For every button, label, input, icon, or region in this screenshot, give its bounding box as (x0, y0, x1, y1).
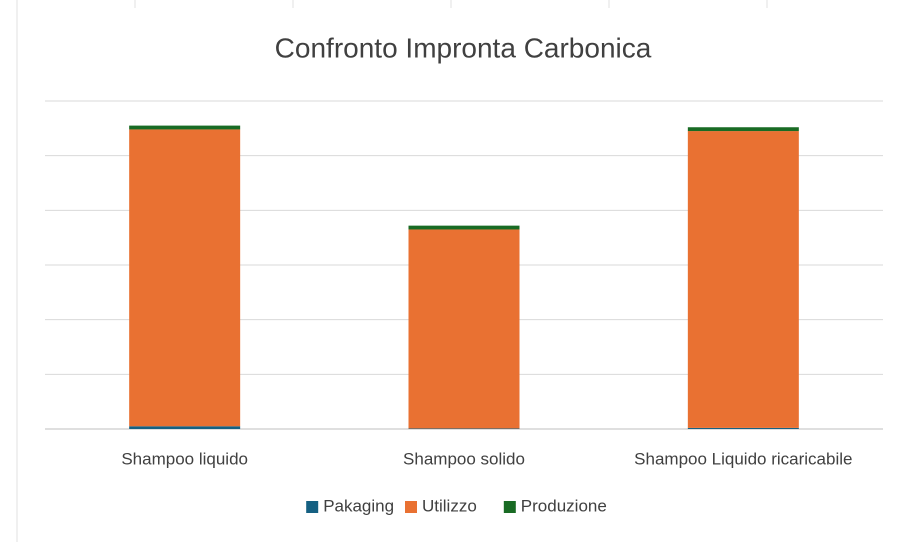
legend-swatch (503, 501, 516, 513)
bar-segment (408, 225, 520, 230)
bar-segment (687, 427, 799, 429)
bar-segment (687, 131, 799, 428)
bar-segment (129, 426, 241, 429)
bar-segment (408, 229, 520, 429)
x-tick-label: Shampoo liquido (121, 449, 248, 468)
legend-label: Produzione (521, 496, 607, 515)
x-tick-label: Shampoo Liquido ricaricabile (634, 449, 852, 468)
bar-segment (129, 129, 241, 427)
x-tick-label: Shampoo solido (403, 449, 525, 468)
legend-swatch (306, 501, 319, 513)
bar-segment (687, 127, 799, 132)
legend-label: Pakaging (323, 496, 394, 515)
sheet-cells (16, 0, 768, 542)
legend-swatch (405, 501, 417, 513)
legend-label: Utilizzo (422, 496, 477, 515)
bar-segment (408, 428, 520, 429)
chart-title: Confronto Impronta Carbonica (275, 32, 652, 63)
bar-segment (129, 125, 241, 130)
